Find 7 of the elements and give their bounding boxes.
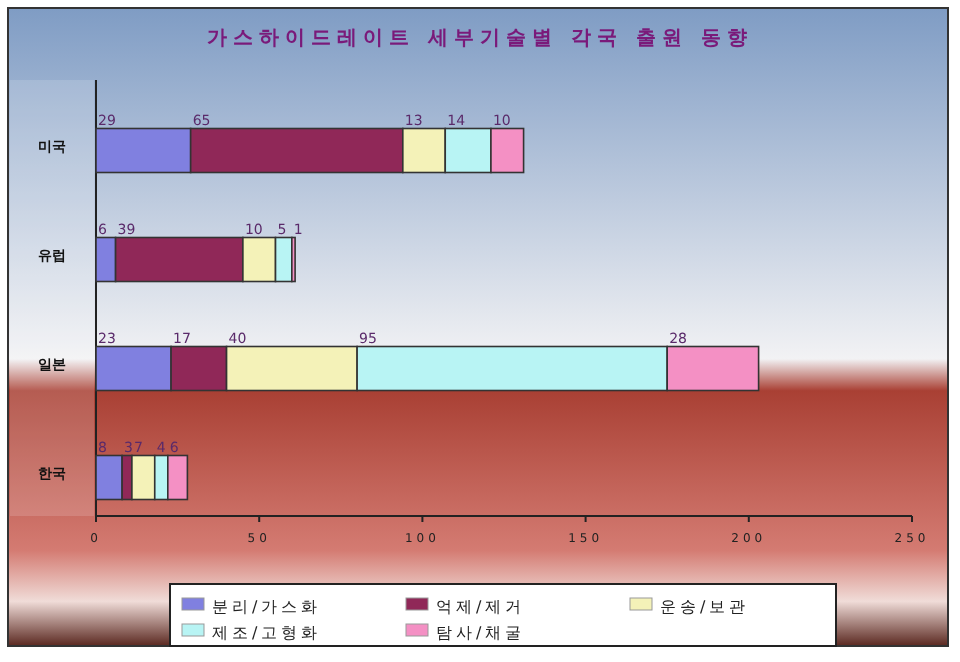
legend-label: 운송/보관 [660, 598, 750, 616]
bar [95, 454, 123, 501]
legend-label: 제조/고형화 [212, 624, 322, 642]
text: 억제/제거 [436, 598, 526, 616]
chart-title: 가스하이드레이트 세부기술별 각국 출원 동향 [207, 28, 753, 50]
legend-label: 탐사/채굴 [436, 624, 526, 642]
legend-label: 분리/가스화 [212, 598, 322, 616]
